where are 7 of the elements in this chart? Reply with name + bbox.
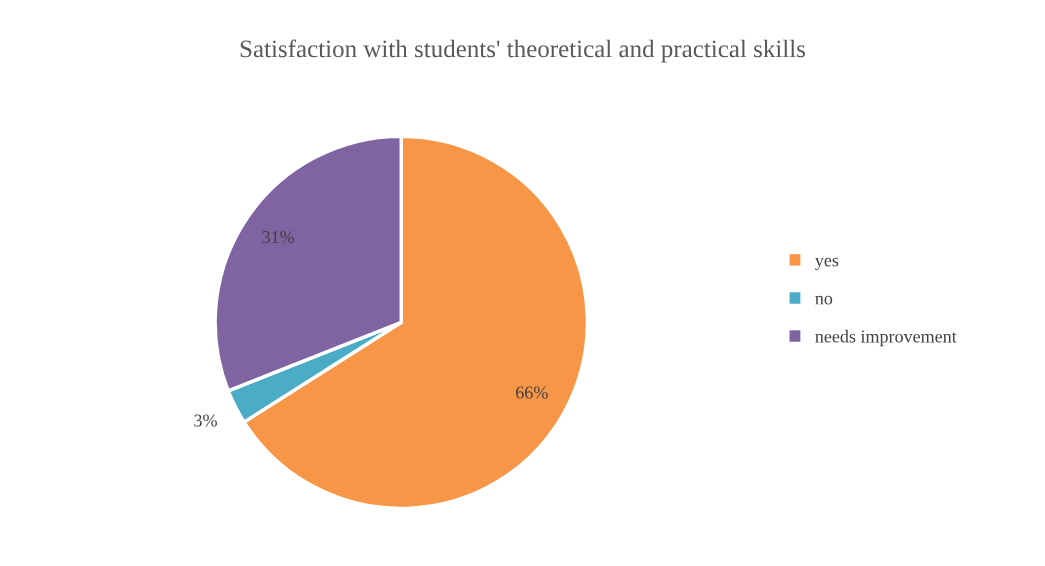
data-label: 66%: [516, 386, 548, 399]
legend-label: needs improvement: [815, 329, 957, 347]
legend-label: no: [815, 295, 833, 305]
data-label: 3%: [194, 414, 217, 427]
legend-label: yes: [815, 257, 839, 271]
chart-title: Satisfaction with students' theoretical and practical skills: [240, 39, 806, 63]
data-label: 31%: [262, 230, 295, 244]
